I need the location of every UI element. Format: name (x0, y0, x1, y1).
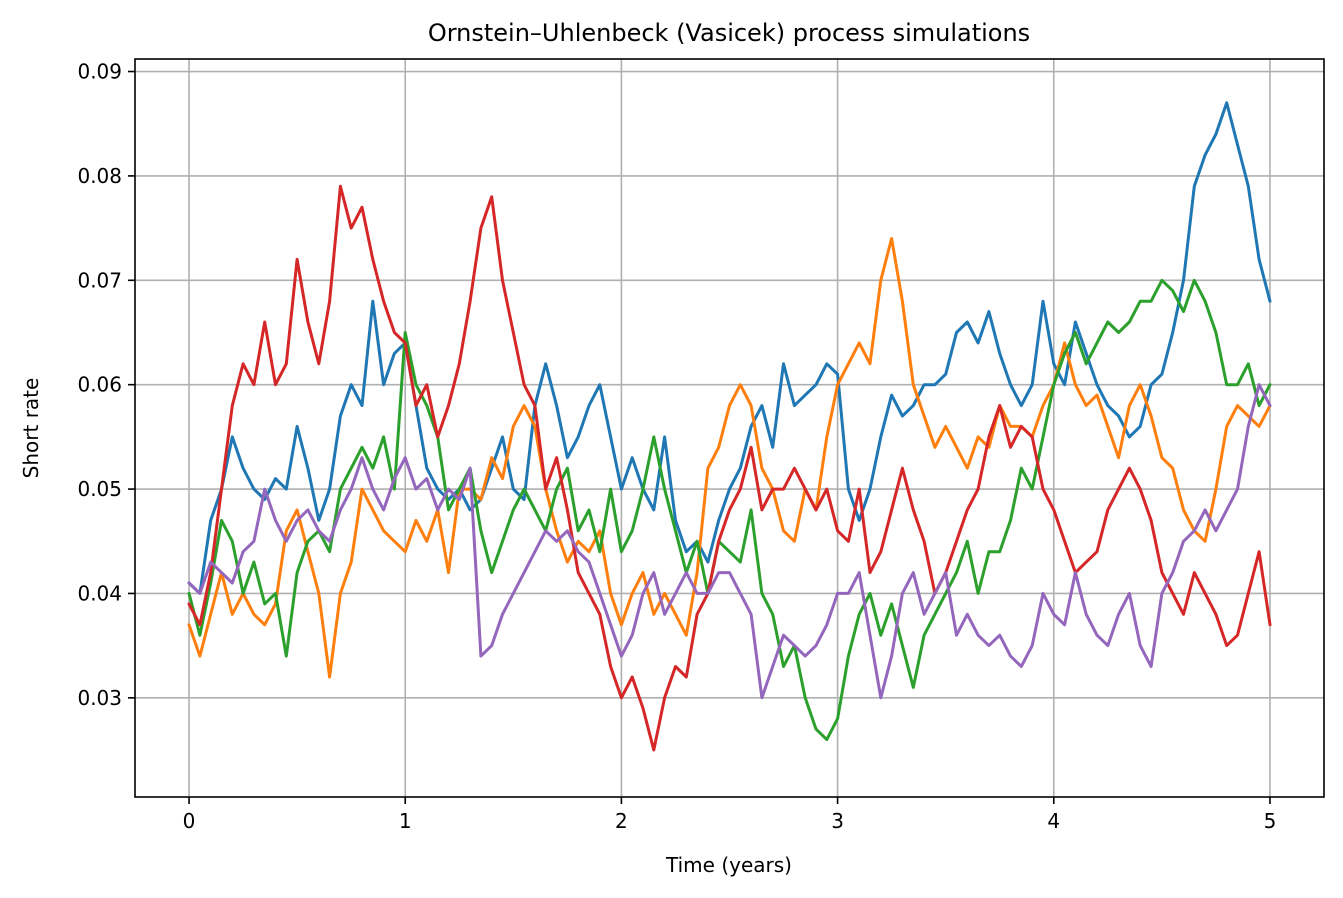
y-axis-label: Short rate (19, 378, 43, 479)
y-tick-label: 0.06 (77, 373, 122, 397)
series-layer (187, 101, 1272, 752)
y-tick-label: 0.07 (77, 268, 122, 292)
y-tick-label: 0.05 (77, 477, 122, 501)
chart-title: Ornstein–Uhlenbeck (Vasicek) process sim… (428, 19, 1030, 47)
y-tick-label: 0.03 (77, 686, 122, 710)
series-line-5 (187, 383, 1272, 700)
x-tick-label: 5 (1264, 809, 1277, 833)
x-tick-label: 2 (615, 809, 628, 833)
series-line-2 (187, 237, 1272, 679)
y-tick-label: 0.09 (77, 60, 122, 84)
y-tick-label: 0.04 (77, 581, 122, 605)
x-tick-label: 4 (1047, 809, 1060, 833)
series-line-4 (187, 184, 1272, 752)
x-tick-label: 3 (831, 809, 844, 833)
series-line-1 (187, 101, 1272, 595)
plot-frame (134, 58, 1325, 798)
y-tick-label: 0.08 (77, 164, 122, 188)
x-tick-label: 0 (183, 809, 196, 833)
x-tick-label: 1 (399, 809, 412, 833)
ticks: 0 1 2 3 4 5 0.03 0.04 0.05 0.06 0.07 0.08 0.09 (77, 60, 1276, 833)
series-line-3 (187, 278, 1272, 742)
x-axis-label: Time (years) (665, 853, 792, 877)
